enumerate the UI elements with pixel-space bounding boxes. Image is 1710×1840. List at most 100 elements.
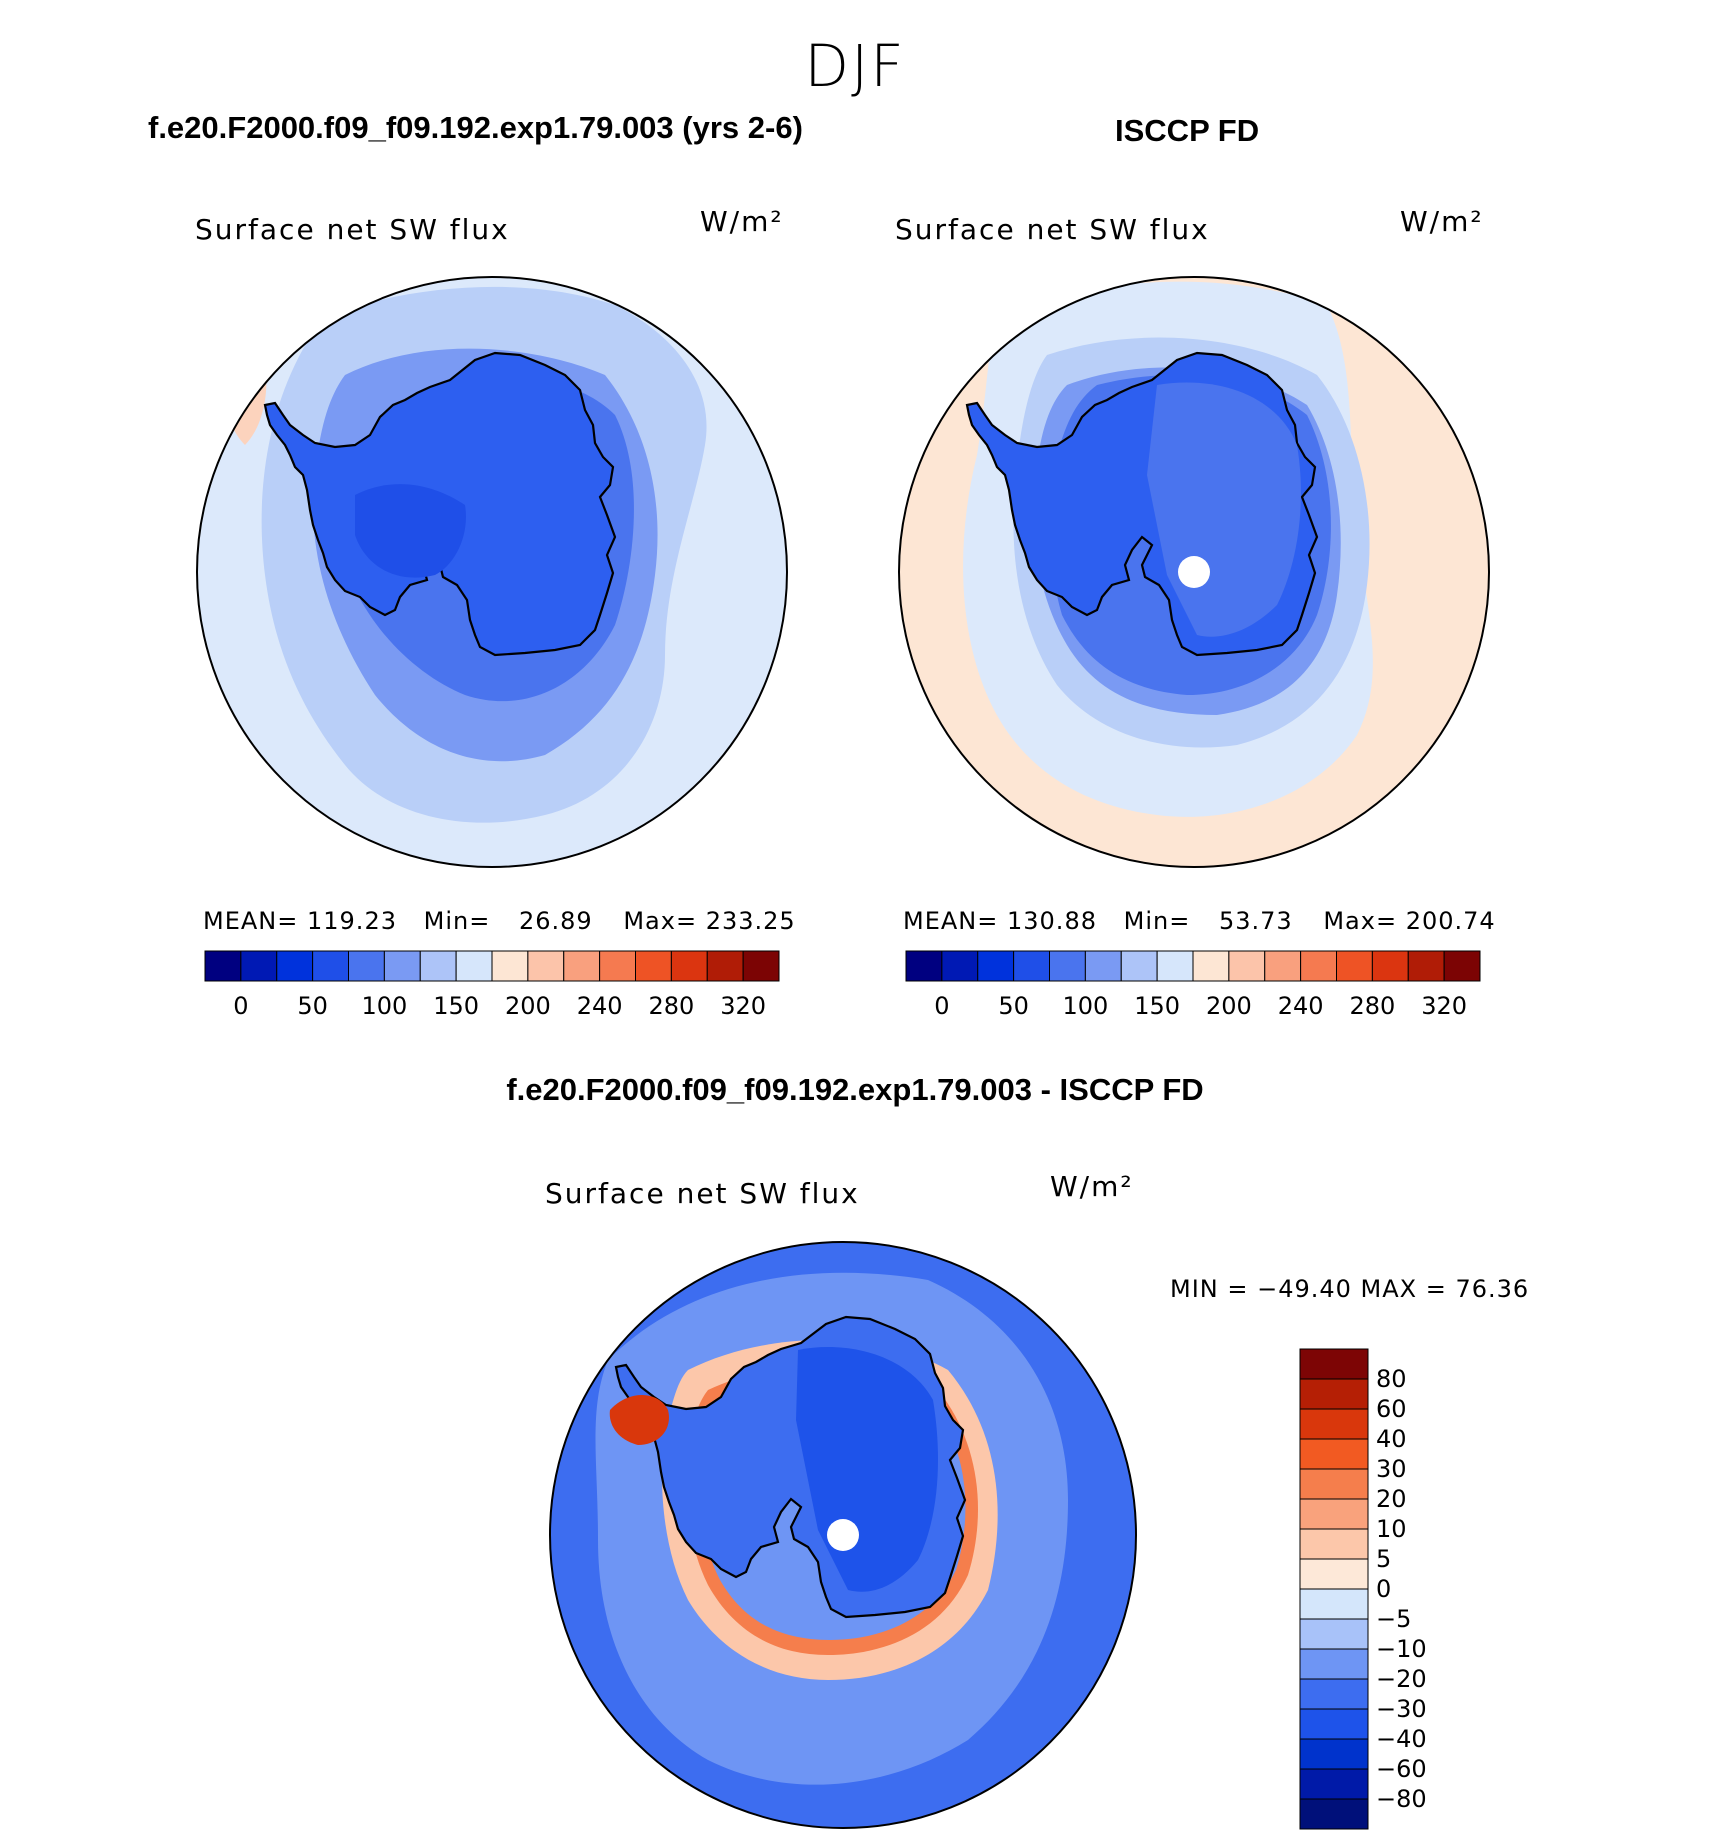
panel-a-colorbar-tick: 100 [361, 992, 408, 1020]
panel-a-map-frame [196, 276, 788, 868]
panel-b-colorbar-box [1264, 950, 1302, 982]
diff-colorbar-box [1299, 1378, 1369, 1410]
diff-colorbar-tick: 20 [1376, 1485, 1407, 1513]
panel-a-mean-label: MEAN= [203, 907, 299, 935]
panel-a-case-title: f.e20.F2000.f09_f09.192.exp1.79.003 (yrs… [148, 110, 803, 145]
panel-b-colorbar-box [1156, 950, 1194, 982]
panel-a-colorbar-tick: 200 [504, 992, 551, 1020]
panel-a-colorbar-box [527, 950, 565, 982]
panel-a-colorbar-box [383, 950, 421, 982]
diff-colorbar-tick: −80 [1376, 1785, 1427, 1813]
panel-b-colorbar-tick: 50 [998, 992, 1029, 1020]
panel-b-colorbar-tick: 100 [1062, 992, 1109, 1020]
panel-a-colorbar-box [706, 950, 744, 982]
panel-a-plot-label: Surface net SW flux [195, 213, 510, 246]
panel-a-colorbar-box [276, 950, 314, 982]
diff-polar-hole [827, 1519, 859, 1551]
panel-a-colorbar-ticks: 0 50 100 150 200 240 280 320 [205, 992, 779, 1022]
diff-colorbar-tick: 60 [1376, 1395, 1407, 1423]
diff-colorbar-box [1299, 1738, 1369, 1770]
panel-b-case-title: ISCCP FD [1115, 113, 1260, 148]
panel-b-colorbar-box [1013, 950, 1050, 982]
diff-colorbar-box [1299, 1618, 1369, 1650]
panel-a-max-label: Max= [623, 907, 698, 935]
diff-units: W/m² [1050, 1170, 1134, 1203]
panel-a-colorbar-tick: 50 [297, 992, 328, 1020]
panel-a-colorbar-box [599, 950, 636, 982]
diff-colorbar-box [1299, 1408, 1369, 1440]
panel-b-colorbar-box [1192, 950, 1230, 982]
diff-map-frame [549, 1241, 1137, 1829]
diff-colorbar-tick: −60 [1376, 1755, 1427, 1783]
diff-minmax: MIN = −49.40 MAX = 76.36 [1170, 1275, 1530, 1303]
panel-b-colorbar-box [1300, 950, 1337, 982]
panel-a-interior-low [355, 484, 466, 578]
panel-b-max-label: Max= [1323, 907, 1398, 935]
diff-colorbar-box [1299, 1648, 1369, 1680]
panel-a-colorbar-box [312, 950, 349, 982]
panel-b-colorbar-box [905, 950, 943, 982]
diff-colorbar-box [1299, 1588, 1369, 1620]
diff-colorbar-box [1299, 1468, 1369, 1500]
panel-a-colorbar-box [635, 950, 672, 982]
panel-b-colorbar-box [1443, 950, 1481, 982]
panel-b-units: W/m² [1400, 205, 1484, 238]
panel-b-colorbar-tick: 200 [1205, 992, 1252, 1020]
panel-b-colorbar-tick: 150 [1134, 992, 1181, 1020]
diff-colorbar-tick: −30 [1376, 1695, 1427, 1723]
panel-a-colorbar-box [742, 950, 780, 982]
diff-colorbar-box [1299, 1678, 1369, 1710]
diff-plot-label: Surface net SW flux [545, 1177, 860, 1210]
panel-b-colorbar-tick: 320 [1421, 992, 1468, 1020]
diff-colorbar-tick: 5 [1376, 1545, 1392, 1573]
panel-b-colorbar-box [1336, 950, 1373, 982]
panel-b-polar-map [898, 276, 1490, 868]
diff-colorbar-box [1299, 1498, 1369, 1530]
diff-peninsula-positive [609, 1395, 669, 1445]
panel-a-colorbar-box [204, 950, 242, 982]
panel-b-min: 53.73 [1218, 907, 1293, 935]
panel-a-stats: MEAN= 119.23 Min= 26.89 Max= 233.25 [203, 907, 796, 935]
panel-a-colorbar-box [419, 950, 457, 982]
diff-colorbar-box [1299, 1348, 1369, 1380]
panel-b-colorbar-box [1084, 950, 1122, 982]
diff-colorbar-box [1299, 1558, 1369, 1590]
panel-a-colorbar-box [455, 950, 493, 982]
panel-b-colorbar-tick: 280 [1349, 992, 1396, 1020]
panel-a-colorbar-tick: 150 [433, 992, 480, 1020]
panel-a-colorbar-tick: 0 [233, 992, 249, 1020]
diff-colorbar-box [1299, 1528, 1369, 1560]
panel-b-colorbar-ticks: 0 50 100 150 200 240 280 320 [906, 992, 1480, 1022]
panel-b-min-label: Min= [1123, 907, 1191, 935]
panel-b-colorbar-box [941, 950, 979, 982]
panel-a-units: W/m² [700, 205, 784, 238]
diff-colorbar-box [1299, 1438, 1369, 1470]
panel-a-colorbar-tick: 320 [720, 992, 767, 1020]
panel-b-colorbar-box [1371, 950, 1409, 982]
panel-b-colorbar-box [1120, 950, 1158, 982]
panel-b-map-frame [898, 276, 1490, 868]
diff-colorbar-tick: 0 [1376, 1575, 1392, 1603]
panel-a-min-label: Min= [423, 907, 491, 935]
panel-a-colorbar-box [670, 950, 708, 982]
diff-colorbar-box [1299, 1708, 1369, 1740]
diff-colorbar-tick: 10 [1376, 1515, 1407, 1543]
panel-b-colorbar [905, 950, 1481, 982]
diff-colorbar-tick: −5 [1376, 1605, 1412, 1633]
diff-colorbar [1299, 1348, 1369, 1830]
panel-a-colorbar-box [348, 950, 385, 982]
diff-colorbar-tick: −20 [1376, 1665, 1427, 1693]
panel-a-colorbar-box [491, 950, 529, 982]
season-title: DJF [804, 32, 906, 100]
panel-a-max: 233.25 [705, 907, 796, 935]
panel-b-colorbar-box [1407, 950, 1445, 982]
panel-a-colorbar-box [563, 950, 601, 982]
diff-polar-map [549, 1241, 1137, 1829]
panel-b-colorbar-box [1049, 950, 1086, 982]
diff-colorbar-box [1299, 1798, 1369, 1830]
panel-b-colorbar-tick: 0 [934, 992, 950, 1020]
panel-b-mean: 130.88 [1007, 907, 1097, 935]
diff-colorbar-tick: −10 [1376, 1635, 1427, 1663]
panel-b-colorbar-tick: 240 [1277, 992, 1324, 1020]
panel-b-max: 200.74 [1405, 907, 1496, 935]
